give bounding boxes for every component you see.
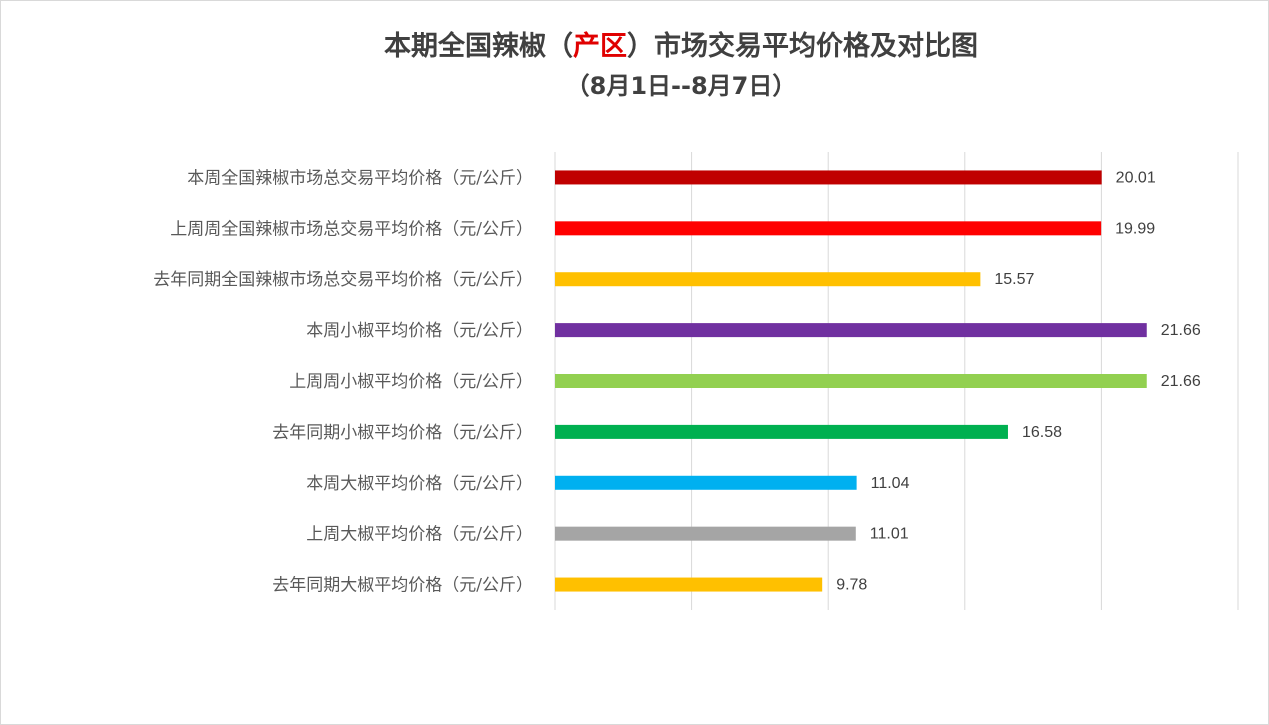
- chart-title-highlight: 产区: [573, 31, 627, 62]
- bar: [555, 170, 1102, 185]
- value-label: 21.66: [1161, 322, 1201, 339]
- category-labels: 本周全国辣椒市场总交易平均价格（元/公斤） 上周周全国辣椒市场总交易平均价格（元/…: [153, 168, 533, 595]
- value-label: 9.78: [836, 577, 867, 594]
- category-label: 上周大椒平均价格（元/公斤）: [306, 525, 533, 545]
- chart-subtitle: （8月1日--8月7日）: [565, 72, 797, 100]
- category-label: 去年同期大椒平均价格（元/公斤）: [272, 576, 533, 596]
- chart-title-prefix: 本期全国辣椒（: [384, 31, 573, 62]
- bar: [555, 475, 857, 490]
- bar: [555, 526, 856, 541]
- value-label: 21.66: [1161, 373, 1201, 390]
- chart-title: 本期全国辣椒（产区）市场交易平均价格及对比图: [1, 29, 1269, 65]
- bar: [555, 374, 1147, 388]
- category-label: 去年同期全国辣椒市场总交易平均价格（元/公斤）: [153, 270, 533, 290]
- category-label: 本周小椒平均价格（元/公斤）: [306, 321, 533, 341]
- chart-title-suffix: ）市场交易平均价格及对比图: [627, 31, 978, 62]
- category-label: 上周周全国辣椒市场总交易平均价格（元/公斤）: [170, 219, 533, 239]
- bar: [555, 272, 981, 287]
- bar: [555, 424, 1008, 439]
- value-labels: 20.01 19.99 15.57 21.66 21.66 16.58 11.04 11.01…: [836, 169, 1201, 593]
- category-label: 上周周小椒平均价格（元/公斤）: [289, 372, 533, 392]
- category-label: 本周全国辣椒市场总交易平均价格（元/公斤）: [187, 168, 533, 188]
- value-label: 11.01: [870, 526, 909, 543]
- value-label: 16.58: [1022, 424, 1062, 441]
- value-label: 20.01: [1116, 169, 1156, 186]
- value-label: 15.57: [994, 271, 1034, 288]
- category-label: 去年同期小椒平均价格（元/公斤）: [272, 423, 533, 443]
- value-label: 11.04: [871, 475, 910, 492]
- bar: [555, 323, 1147, 338]
- bars: [555, 170, 1147, 592]
- bar: [555, 577, 823, 592]
- bar: [555, 221, 1102, 236]
- category-label: 本周大椒平均价格（元/公斤）: [306, 474, 533, 494]
- value-label: 19.99: [1115, 220, 1155, 237]
